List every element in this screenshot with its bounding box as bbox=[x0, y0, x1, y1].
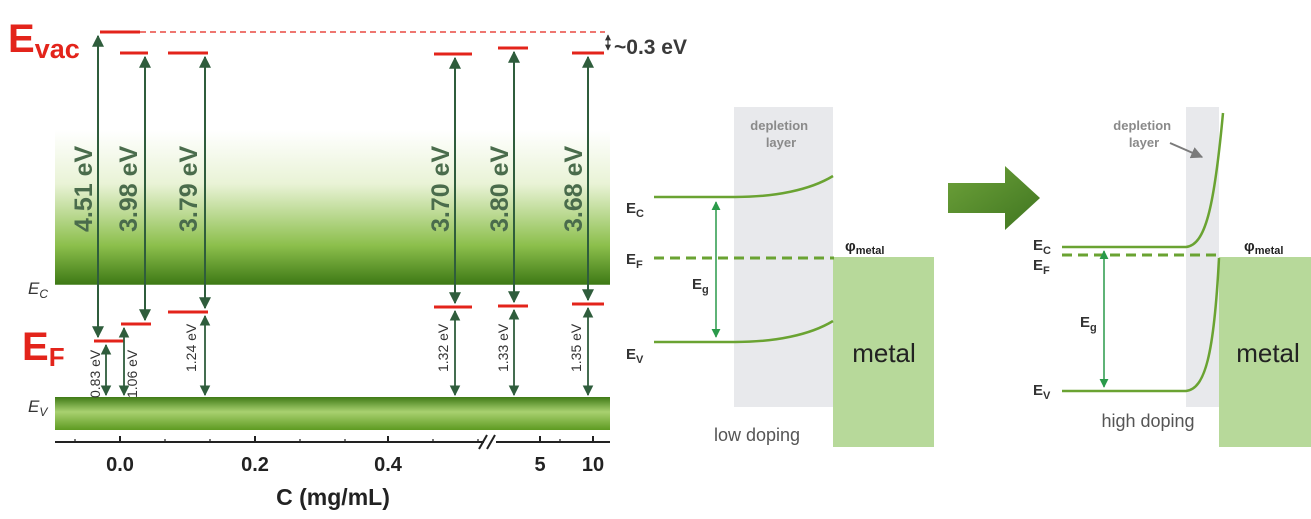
phi-metal-label: φmetal bbox=[1244, 238, 1283, 257]
work-function-label: 4.51 eV bbox=[70, 145, 98, 232]
ev-label: EV bbox=[626, 346, 644, 366]
work-function-label: 3.79 eV bbox=[175, 145, 203, 232]
work-function-label: 3.70 eV bbox=[427, 145, 455, 232]
energy-level-diagram: ~0.3 eV 4.51 eV 3.98 eV 3.79 eV 3.70 eV … bbox=[8, 17, 687, 510]
work-function-label: 3.98 eV bbox=[115, 145, 143, 232]
fermi-gap-label: 1.24 eV bbox=[183, 323, 199, 372]
work-function-label: 3.68 eV bbox=[560, 145, 588, 232]
high-doping-diagram: EC EF EV Eg depletion layer φmetal metal… bbox=[1033, 107, 1311, 447]
fermi-levels bbox=[94, 302, 604, 343]
depletion-layer-label: depletion layer bbox=[1113, 118, 1174, 150]
low-doping-diagram: EC EF EV Eg depletion layer φmetal metal… bbox=[626, 107, 934, 447]
low-doping-caption: low doping bbox=[714, 425, 800, 445]
metal-block bbox=[833, 257, 934, 447]
high-doping-caption: high doping bbox=[1101, 411, 1194, 431]
eg-label: Eg bbox=[1080, 314, 1097, 334]
conduction-band-curve bbox=[654, 174, 834, 199]
metal-block bbox=[1219, 257, 1311, 447]
fermi-gap-arrows bbox=[100, 306, 594, 397]
ev-label: EV bbox=[28, 397, 48, 419]
ef-label: EF bbox=[1033, 257, 1050, 277]
offset-label: ~0.3 eV bbox=[614, 36, 687, 59]
x-axis-label: C (mg/mL) bbox=[276, 484, 390, 510]
fermi-gap-label: 1.06 eV bbox=[124, 349, 140, 398]
depletion-layer-label: depletion layer bbox=[750, 118, 811, 150]
x-tick-label: 0.4 bbox=[374, 454, 403, 476]
fermi-gap-label: 0.83 eV bbox=[87, 349, 103, 398]
conduction-band-curve bbox=[1062, 112, 1225, 249]
valence-band-curve bbox=[654, 319, 834, 344]
vacuum-levels bbox=[100, 30, 604, 56]
ec-label: EC bbox=[626, 200, 644, 220]
evac-label: Evac bbox=[8, 17, 80, 64]
ev-label: EV bbox=[1033, 382, 1051, 402]
valence-band bbox=[55, 397, 610, 430]
phi-metal-label: φmetal bbox=[845, 238, 884, 257]
depletion-pointer-arrow bbox=[1169, 142, 1204, 159]
ef-label: EF bbox=[22, 325, 65, 372]
x-tick-label: 0.0 bbox=[106, 454, 134, 476]
x-tick-label: 5 bbox=[534, 454, 545, 476]
valence-band-curve bbox=[1062, 257, 1221, 393]
fermi-gap-label: 1.35 eV bbox=[568, 323, 584, 372]
x-axis bbox=[55, 434, 610, 450]
work-function-label: 3.80 eV bbox=[486, 145, 514, 232]
work-function-arrows bbox=[92, 34, 594, 339]
fermi-gap-label: 1.33 eV bbox=[495, 323, 511, 372]
ec-label: EC bbox=[1033, 237, 1051, 257]
x-tick-label: 10 bbox=[582, 454, 604, 476]
ef-label: EF bbox=[626, 251, 643, 271]
ec-label: EC bbox=[28, 279, 48, 301]
fermi-gap-label: 1.32 eV bbox=[435, 323, 451, 372]
transition-arrow bbox=[948, 166, 1040, 230]
metal-label: metal bbox=[852, 338, 916, 368]
x-tick-label: 0.2 bbox=[241, 454, 269, 476]
metal-label: metal bbox=[1236, 338, 1300, 368]
eg-label: Eg bbox=[692, 276, 709, 296]
